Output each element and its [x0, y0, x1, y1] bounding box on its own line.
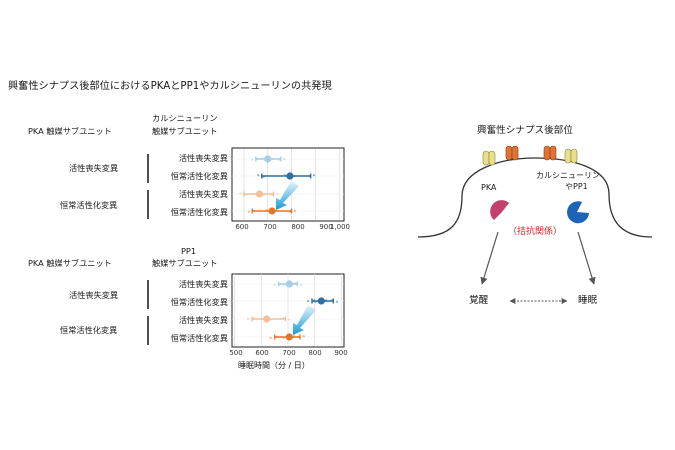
- panel2-sample-dot: [246, 317, 250, 321]
- calcineurin-enzyme-icon: [567, 201, 589, 224]
- panel1-row-label: 活性喪失変異: [178, 153, 228, 163]
- panel2-col-left-header: PKA 触媒サブユニット: [28, 258, 112, 268]
- panel1-highlight-arrow: [276, 181, 299, 210]
- wake-label: 覚醒: [469, 295, 489, 306]
- panel1-sample-dot: [293, 209, 297, 213]
- panel2-highlight-arrow: [293, 305, 316, 335]
- panel1-x-tick: 700: [263, 223, 277, 231]
- pka-to-wake-arrow: [480, 231, 499, 285]
- panel2-x-tick: 800: [308, 349, 322, 357]
- panel2-x-tick: 900: [334, 349, 348, 357]
- panel2-row-label: 恒常活性化変異: [170, 333, 228, 343]
- panel1-x-tick: 800: [291, 223, 305, 231]
- receptor-2: [505, 145, 519, 161]
- panel1-row-label: 活性喪失変異: [178, 189, 228, 199]
- calcineurin-label-line2: やPP1: [565, 182, 588, 191]
- panel1-mean-point: [268, 207, 276, 215]
- panel2-sample-dot: [287, 318, 291, 321]
- receptor-3: [543, 145, 557, 161]
- panel2-row-label: 活性喪失変異: [178, 315, 228, 325]
- cn-to-sleep-arrow: [577, 231, 596, 285]
- panel1-col-right-header-line1: カルシニューリン: [152, 113, 218, 123]
- receptor-1: [482, 150, 496, 166]
- panel1-col-left-header: PKA 触媒サブユニット: [28, 126, 112, 136]
- panel2-mean-point: [317, 297, 325, 305]
- panel2-header-top: PP1: [181, 246, 197, 256]
- panel2-row-label: 恒常活性化変異: [170, 297, 228, 307]
- panel1-group-loss: 活性喪失変異: [69, 163, 119, 173]
- panel1-sample-dot: [283, 157, 286, 161]
- calcineurin-label-line1: カルシニューリン: [536, 171, 600, 180]
- receptor-4: [564, 148, 578, 164]
- pka-label: PKA: [481, 183, 497, 192]
- panel2-sample-dot: [269, 336, 272, 339]
- panel1-frame: [231, 147, 345, 222]
- main-title: 興奮性シナプス後部位におけるPKAとPP1やカルシニューリンの共発現: [8, 81, 332, 92]
- panel1-sample-dot: [247, 210, 250, 213]
- panel2-mean-point: [285, 333, 293, 341]
- panel2-sample-dot: [306, 299, 310, 303]
- panel2-x-axis-label: 睡眠時間（分 / 日）: [238, 361, 310, 370]
- panel2-group-loss: 活性喪失変異: [69, 290, 119, 300]
- panel1-group-active: 恒常活性化変異: [60, 200, 118, 210]
- panel1-sample-dot: [251, 158, 254, 161]
- sleep-label: 睡眠: [578, 295, 598, 306]
- panel2-sample-dot: [335, 300, 339, 303]
- panel1-row-label: 恒常活性化変異: [170, 207, 228, 217]
- panel1-sample-dot: [257, 174, 260, 177]
- panel2-sample-dot: [273, 283, 276, 286]
- panel2-row-label: 活性喪失変異: [178, 279, 228, 289]
- panel2-mean-point: [285, 280, 293, 288]
- diagram-title: 興奮性シナプス後部位: [477, 125, 573, 136]
- panel1-sample-dot: [275, 192, 279, 196]
- pka-enzyme-icon: [490, 200, 509, 220]
- panel2-sample-dot: [299, 283, 303, 286]
- panel2-x-tick: 700: [282, 349, 296, 357]
- panel1-col-right-header-line2: 触媒サブユニット: [152, 126, 218, 136]
- panel1-x-tick: 900: [319, 223, 333, 231]
- antagonism-label: （拮抗関係）: [508, 227, 563, 237]
- panel1-mean-point: [264, 155, 272, 163]
- panel1-x-tick: 1,000: [329, 223, 351, 231]
- panel2-x-tick: 500: [229, 349, 243, 357]
- panel2-group-active: 恒常活性化変異: [60, 325, 118, 335]
- panel2-mean-point: [263, 315, 271, 323]
- panel2-x-tick: 600: [255, 349, 269, 357]
- panel1-x-tick: 600: [235, 223, 249, 231]
- panel1-mean-point: [286, 172, 294, 180]
- panel2-col-right-header: 触媒サブユニット: [152, 258, 218, 268]
- panel1-sample-dot: [239, 192, 242, 195]
- panel1-mean-point: [255, 190, 264, 198]
- panel1-row-label: 恒常活性化変異: [170, 171, 228, 181]
- panel1-sample-dot: [312, 174, 316, 177]
- spine-membrane: [417, 157, 653, 238]
- panel2-sample-dot: [302, 335, 305, 338]
